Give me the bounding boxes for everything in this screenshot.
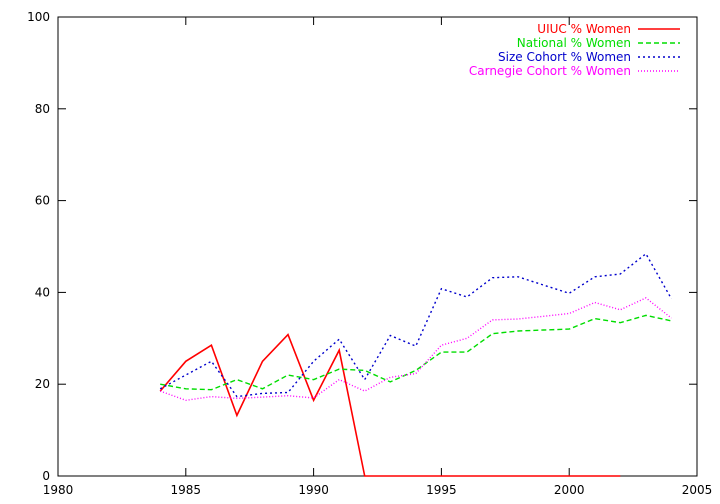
x-tick-label: 1990 [298,483,329,497]
y-tick-label: 40 [35,285,50,299]
axes: 1980 1985 1990 1995 2000 2005 0 20 40 60 80 100 [27,10,712,497]
legend-label-1: National % Women [517,36,631,50]
legend-label-0: UIUC % Women [537,22,631,36]
series-line-2 [159,252,673,398]
y-tick-label: 60 [35,194,50,208]
series-line-0 [159,333,621,477]
series-line-3 [159,297,672,402]
plot-frame [57,16,698,477]
legend-label-3: Carnegie Cohort % Women [469,64,631,78]
y-tick-label: 100 [27,10,50,24]
x-tick-label: 2005 [682,483,713,497]
x-tick-label: 2000 [554,483,585,497]
x-tick-label: 1980 [43,483,74,497]
series-lines [159,252,673,477]
x-tick-label: 1995 [426,483,457,497]
y-tick-label: 0 [42,469,50,483]
y-tick-label: 80 [35,102,50,116]
y-tick-label: 20 [35,377,50,391]
series-line-1 [160,314,672,391]
legend-label-2: Size Cohort % Women [498,50,631,64]
x-tick-label: 1985 [171,483,202,497]
